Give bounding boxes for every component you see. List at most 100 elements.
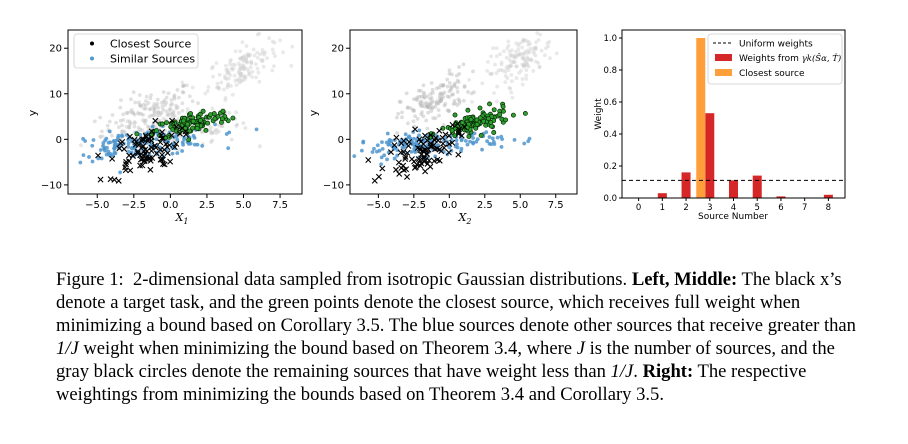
other-source-point (165, 113, 170, 117)
other-source-point (105, 123, 110, 128)
other-source-point (228, 62, 232, 67)
other-source-point (225, 70, 230, 75)
other-source-point (226, 71, 231, 76)
other-source-point (522, 63, 526, 68)
other-source-point (184, 83, 189, 88)
target-point (400, 162, 407, 169)
other-source-point (132, 121, 137, 125)
similar-source-point (108, 151, 113, 156)
other-source-point (254, 75, 258, 80)
other-source-point (244, 56, 249, 60)
other-source-point (213, 128, 218, 133)
other-source-point (434, 86, 439, 91)
other-source-point (418, 88, 423, 93)
closest-source-point (500, 108, 506, 114)
similar-source-point (192, 135, 197, 140)
similar-source-point (471, 136, 475, 140)
other-source-point (155, 101, 160, 106)
other-source-point (230, 67, 235, 72)
other-source-point (514, 53, 519, 58)
other-source-point (528, 42, 533, 46)
closest-source-point (477, 115, 483, 121)
other-source-point (270, 68, 275, 73)
similar-source-point (112, 143, 117, 148)
target-point (393, 134, 400, 141)
target-point (435, 137, 442, 144)
similar-source-point (175, 137, 180, 142)
right-x-axis-label: Source Number (698, 212, 768, 222)
other-source-point (499, 60, 504, 65)
similar-source-point (116, 133, 121, 138)
other-source-point (238, 71, 243, 76)
other-source-point (127, 119, 132, 124)
other-source-point (438, 83, 443, 88)
x-tick-label: 0 (636, 203, 641, 213)
target-point (147, 166, 154, 173)
other-source-point (533, 45, 538, 50)
right-legend-box (707, 33, 843, 85)
similar-source-point (380, 140, 384, 145)
legend-weights-patch (715, 54, 732, 61)
other-source-point (260, 50, 265, 55)
middle-scatter-points (352, 31, 559, 184)
similar-source-point (126, 150, 131, 154)
other-source-point (208, 128, 213, 133)
other-source-point (520, 82, 525, 87)
other-source-point (98, 115, 103, 120)
target-point (424, 137, 431, 144)
other-source-point (439, 98, 443, 103)
caption-bold-left-middle: Left, Middle: (631, 269, 738, 290)
target-point (449, 139, 456, 146)
other-source-point (421, 83, 426, 88)
other-source-point (238, 56, 243, 61)
other-source-point (524, 39, 529, 43)
other-source-point (249, 61, 254, 66)
other-source-point (124, 111, 129, 116)
target-point (173, 140, 180, 147)
similar-source-point (352, 154, 357, 159)
other-source-point (152, 107, 157, 112)
target-point (434, 156, 441, 163)
y-tick-label: −10 (41, 180, 62, 191)
other-source-point (260, 58, 265, 62)
other-source-point (430, 99, 435, 104)
other-source-point (216, 129, 221, 134)
other-source-point (447, 68, 452, 73)
other-source-point (217, 72, 222, 77)
other-source-point (136, 110, 140, 115)
other-source-point (170, 102, 174, 106)
other-source-point (122, 129, 127, 134)
closest-source-point (194, 125, 200, 131)
other-source-point (138, 127, 143, 132)
x-tick-label: 5.0 (512, 200, 528, 211)
other-source-point (449, 86, 454, 90)
other-source-point (168, 107, 173, 111)
left-axis-ticks: −5.0 −2.5 0.0 2.5 5.0 7.5 −10 0 10 20 (41, 44, 288, 211)
other-source-point (447, 109, 451, 114)
other-source-point (206, 85, 211, 89)
other-source-point (466, 90, 470, 94)
other-source-point (238, 63, 242, 68)
other-source-point (534, 59, 538, 64)
other-source-point (521, 51, 525, 56)
other-source-point (437, 96, 442, 101)
other-source-point (225, 67, 230, 72)
other-source-point (415, 116, 420, 121)
other-source-point (520, 62, 525, 67)
other-source-point (523, 60, 528, 65)
closest-source-point (188, 111, 194, 116)
similar-source-point (491, 139, 496, 144)
other-source-point (398, 100, 403, 104)
similar-source-point (87, 155, 91, 159)
other-source-point (121, 112, 126, 117)
target-point (411, 164, 418, 171)
target-point (173, 123, 180, 130)
other-source-point (451, 102, 456, 107)
other-source-point (210, 138, 215, 143)
x-tick-label: 0.0 (162, 200, 178, 211)
other-source-point (107, 119, 112, 124)
other-source-point (119, 98, 123, 103)
similar-source-point (78, 160, 83, 165)
other-source-point (187, 94, 192, 99)
other-source-point (529, 57, 534, 62)
